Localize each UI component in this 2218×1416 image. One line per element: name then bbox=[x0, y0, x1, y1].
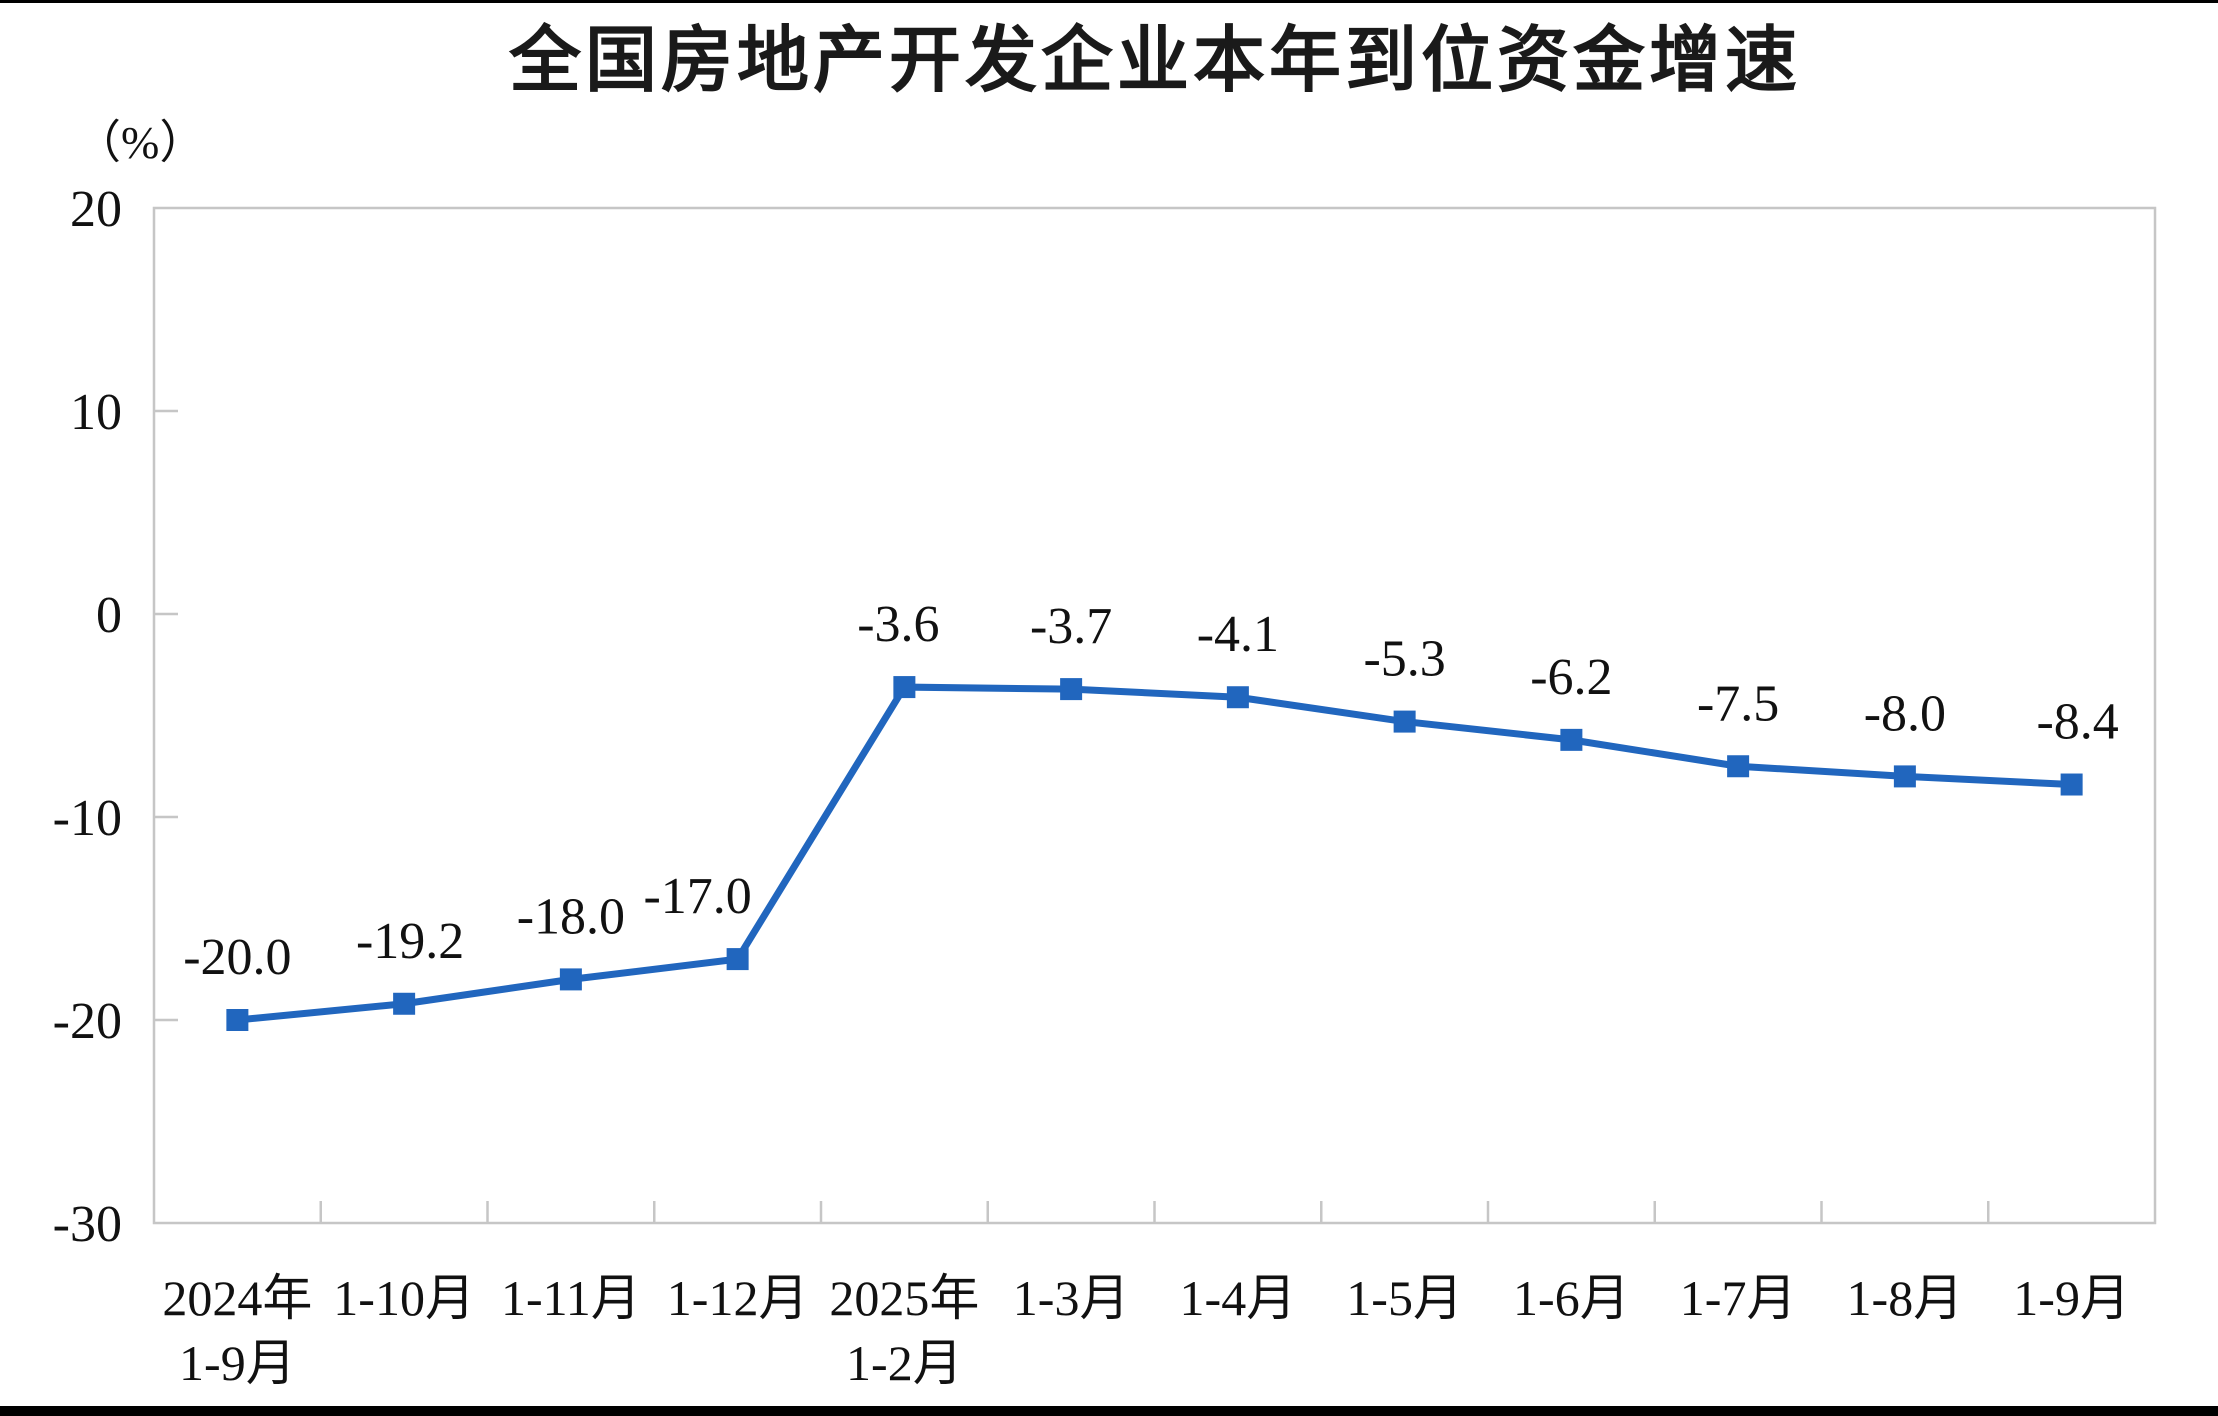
x-tick-label: 1-10月 bbox=[333, 1270, 475, 1326]
data-label: -8.4 bbox=[2036, 694, 2118, 751]
y-tick-label: 20 bbox=[70, 181, 122, 238]
data-point-marker bbox=[2060, 773, 2083, 796]
x-tick-label: 1-8月 bbox=[1847, 1270, 1964, 1326]
data-point-marker bbox=[393, 992, 416, 1015]
x-tick-label: 1-2月 bbox=[846, 1335, 963, 1391]
data-label: -3.7 bbox=[1030, 598, 1112, 655]
x-tick-label: 1-11月 bbox=[501, 1270, 641, 1326]
data-label: -6.2 bbox=[1530, 649, 1612, 706]
data-label: -20.0 bbox=[183, 929, 291, 986]
y-tick-label: 10 bbox=[70, 384, 122, 441]
x-axis-ticks bbox=[319, 1201, 1990, 1223]
data-point-marker bbox=[726, 948, 749, 971]
x-tick-label: 1-5月 bbox=[1346, 1270, 1463, 1326]
data-point-marker bbox=[1226, 686, 1249, 709]
y-axis-unit-label: （%） bbox=[75, 117, 205, 168]
x-tick-label: 1-9月 bbox=[2013, 1270, 2130, 1326]
x-tick-label: 1-7月 bbox=[1680, 1270, 1797, 1326]
y-axis-tick-labels: 20 10 0 -10 -20 -30 bbox=[53, 181, 122, 1253]
data-point-marker bbox=[893, 676, 916, 699]
series-polyline bbox=[237, 683, 2072, 1024]
bottom-border bbox=[0, 1406, 2218, 1416]
data-label: -19.2 bbox=[356, 913, 464, 970]
data-point-marker bbox=[1727, 755, 1750, 778]
x-tick-label: 1-9月 bbox=[179, 1335, 296, 1391]
data-point-marker bbox=[1393, 710, 1416, 733]
y-tick-label: -10 bbox=[53, 790, 122, 847]
data-point-marker bbox=[559, 968, 582, 991]
data-label-group: -20.0 -19.2 -18.0 -17.0 -3.6 -3.7 -4.1 -5.3 -6.2… bbox=[183, 596, 2119, 986]
y-tick-label: -30 bbox=[53, 1196, 122, 1253]
chart-title: 全国房地产开发企业本年到位资金增速 bbox=[508, 21, 1801, 101]
top-border bbox=[0, 0, 2218, 3]
data-label: -4.1 bbox=[1197, 606, 1279, 663]
data-label: -3.6 bbox=[857, 596, 939, 653]
series-line-group bbox=[237, 683, 2072, 1024]
data-label: -5.3 bbox=[1363, 631, 1445, 688]
x-tick-label: 1-12月 bbox=[667, 1270, 809, 1326]
y-tick-label: 0 bbox=[96, 587, 122, 644]
data-label: -7.5 bbox=[1697, 675, 1779, 732]
data-label: -18.0 bbox=[517, 888, 625, 945]
data-label: -17.0 bbox=[643, 868, 751, 925]
x-tick-label: 1-4月 bbox=[1180, 1270, 1297, 1326]
y-axis-ticks bbox=[154, 409, 178, 1022]
x-tick-label: 1-6月 bbox=[1513, 1270, 1630, 1326]
y-tick-label: -20 bbox=[53, 993, 122, 1050]
data-point-markers bbox=[226, 676, 2083, 1031]
x-tick-label: 2024年 bbox=[162, 1270, 312, 1326]
data-point-marker bbox=[1560, 728, 1583, 751]
x-axis-tick-labels: 2024年 1-9月 1-10月 1-11月 1-12月 2025年 1-2月 1-3月 1-4… bbox=[162, 1270, 2130, 1391]
data-point-marker bbox=[1060, 678, 1083, 701]
x-tick-label: 2025年 bbox=[829, 1270, 979, 1326]
x-tick-label: 1-3月 bbox=[1013, 1270, 1130, 1326]
data-point-marker bbox=[226, 1009, 249, 1031]
data-label: -8.0 bbox=[1864, 685, 1946, 742]
data-point-marker bbox=[1893, 765, 1916, 788]
